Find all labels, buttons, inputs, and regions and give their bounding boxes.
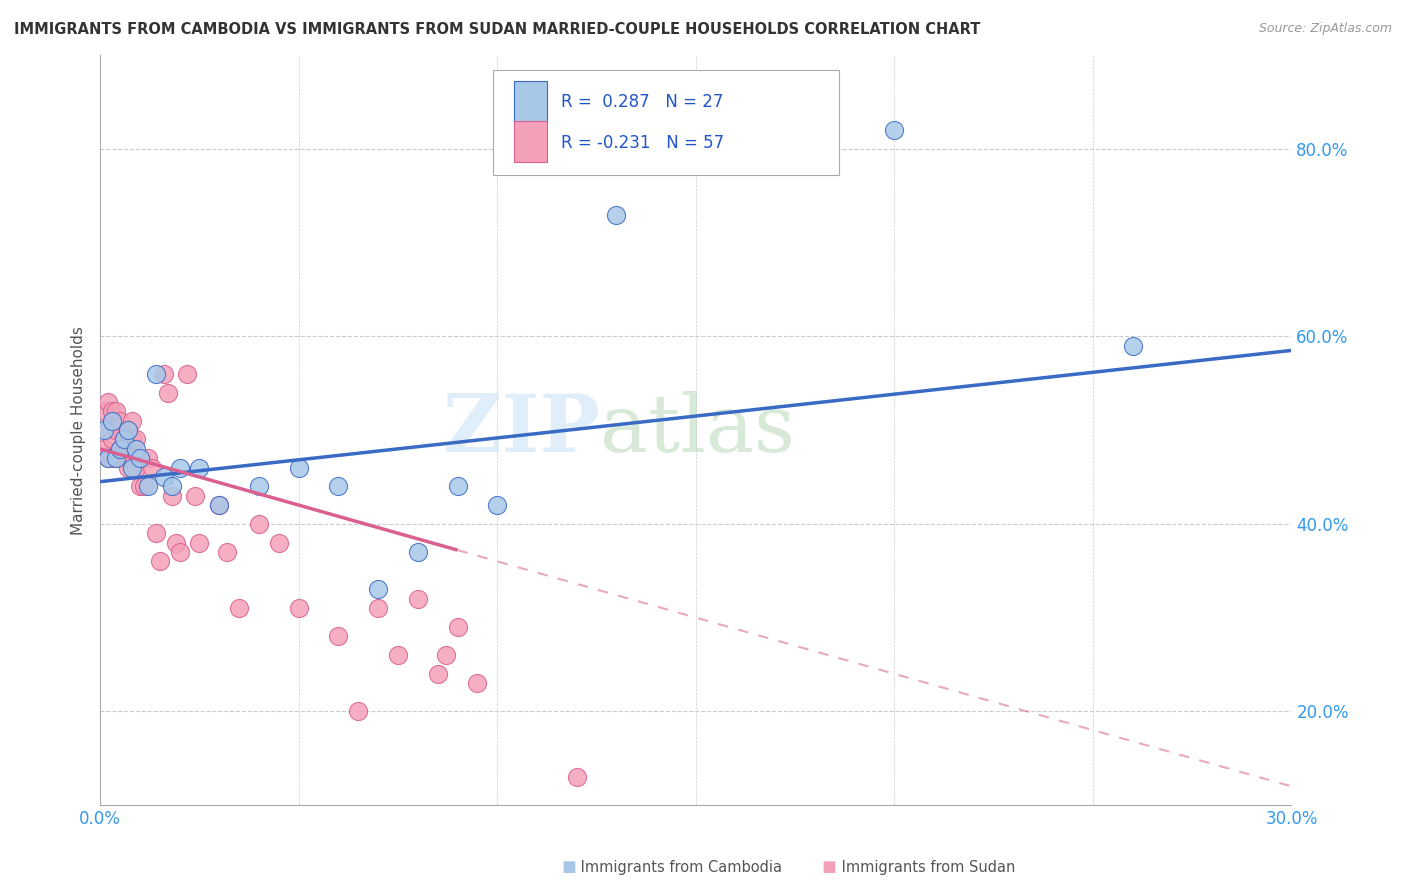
Point (108, 442, 131, 456)
Point (145, 367, 167, 381)
Point (105, 451, 128, 466)
Point (188, 460, 211, 475)
Point (97, 423, 120, 437)
Point (128, 451, 150, 466)
Point (101, 414, 124, 428)
Point (93, 423, 115, 437)
Point (108, 414, 131, 428)
Point (160, 489, 183, 503)
Text: ◼: ◼ (821, 858, 837, 876)
Point (117, 460, 139, 475)
Point (97, 451, 120, 466)
Point (117, 423, 139, 437)
Point (108, 442, 131, 456)
Point (247, 479, 270, 493)
Point (152, 470, 174, 484)
Point (406, 545, 429, 559)
Text: Immigrants from Sudan: Immigrants from Sudan (837, 860, 1015, 874)
Point (97, 395, 120, 409)
Point (605, 207, 627, 221)
Point (112, 433, 135, 447)
Point (128, 479, 150, 493)
Point (165, 535, 187, 549)
Point (367, 601, 389, 615)
Point (467, 676, 489, 690)
Point (121, 451, 143, 466)
Text: Source: ZipAtlas.com: Source: ZipAtlas.com (1258, 22, 1392, 36)
Point (169, 460, 191, 475)
Point (228, 601, 250, 615)
Point (160, 479, 183, 493)
Point (117, 442, 139, 456)
Point (125, 460, 148, 475)
Point (247, 516, 270, 531)
Point (117, 451, 139, 466)
Point (121, 414, 143, 428)
Point (208, 498, 231, 512)
Point (105, 404, 128, 418)
Point (132, 479, 155, 493)
Point (347, 704, 370, 718)
FancyBboxPatch shape (513, 121, 547, 162)
Point (101, 451, 124, 466)
Point (156, 385, 179, 400)
Point (287, 460, 309, 475)
Point (93, 442, 115, 456)
Point (125, 433, 148, 447)
Text: Immigrants from Cambodia: Immigrants from Cambodia (576, 860, 783, 874)
Point (105, 451, 128, 466)
Point (406, 591, 429, 606)
Point (128, 451, 150, 466)
Point (101, 433, 124, 447)
Point (112, 451, 135, 466)
Point (446, 479, 468, 493)
Point (169, 545, 191, 559)
Point (267, 535, 290, 549)
Point (105, 423, 128, 437)
Point (387, 648, 409, 662)
Point (108, 451, 131, 466)
Point (184, 489, 207, 503)
FancyBboxPatch shape (494, 70, 839, 175)
Point (446, 620, 468, 634)
Point (328, 629, 350, 643)
Text: atlas: atlas (600, 391, 796, 469)
Point (217, 545, 239, 559)
Point (367, 582, 389, 597)
Text: IMMIGRANTS FROM CAMBODIA VS IMMIGRANTS FROM SUDAN MARRIED-COUPLE HOUSEHOLDS CORR: IMMIGRANTS FROM CAMBODIA VS IMMIGRANTS F… (14, 22, 980, 37)
Point (565, 770, 588, 784)
Point (883, 123, 905, 137)
Point (152, 367, 174, 381)
Point (121, 433, 143, 447)
Point (112, 433, 135, 447)
Point (1122, 339, 1144, 353)
Text: ZIP: ZIP (443, 391, 600, 469)
FancyBboxPatch shape (513, 81, 547, 122)
Point (97, 451, 120, 466)
Point (434, 648, 457, 662)
Point (145, 526, 167, 541)
Point (426, 666, 449, 681)
Point (486, 498, 509, 512)
Point (136, 479, 159, 493)
Point (112, 442, 135, 456)
Point (188, 535, 211, 549)
Point (125, 442, 148, 456)
Text: ◼: ◼ (561, 858, 576, 876)
Text: R = -0.231   N = 57: R = -0.231 N = 57 (561, 134, 724, 152)
Point (141, 460, 163, 475)
Point (93, 404, 115, 418)
Point (101, 404, 124, 418)
Text: R =  0.287   N = 27: R = 0.287 N = 27 (561, 94, 724, 112)
Point (121, 460, 143, 475)
Point (176, 367, 198, 381)
Point (208, 498, 231, 512)
Point (149, 554, 172, 568)
Point (136, 451, 159, 466)
Y-axis label: Married-couple Households: Married-couple Households (72, 326, 86, 534)
Point (287, 601, 309, 615)
Point (328, 479, 350, 493)
Point (117, 423, 139, 437)
